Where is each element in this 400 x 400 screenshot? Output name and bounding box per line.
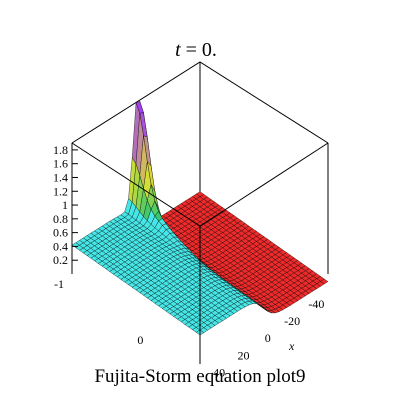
x-tick-label: 0 [265, 331, 271, 345]
z-tick-label: 0.2 [53, 253, 68, 267]
z-tick-label: 1.6 [53, 157, 68, 171]
y-tick-label: 0 [137, 333, 143, 347]
z-tick-label: 0.8 [53, 212, 68, 226]
x-tick-label: -20 [284, 314, 300, 328]
chart-title: t = 0. [175, 39, 217, 61]
x-tick-label: 40 [213, 365, 225, 379]
x-tick-label: 20 [237, 348, 249, 362]
surface-mesh [71, 100, 329, 336]
title-variable: t [175, 39, 181, 61]
y-tick-label: -1 [54, 277, 64, 291]
z-tick-label: 1.4 [53, 170, 68, 184]
z-tick-label: 1 [62, 198, 68, 212]
z-tick-label: 1.8 [53, 143, 68, 157]
z-tick-label: 1.2 [53, 184, 68, 198]
x-axis-label: x [288, 339, 295, 353]
x-tick-label: -40 [308, 297, 324, 311]
z-tick-label: 0.6 [53, 226, 68, 240]
title-value: = 0. [181, 39, 217, 61]
z-axis: 0.20.40.60.811.21.41.61.8 [53, 143, 78, 274]
figure-caption: Fujita-Storm equation plot9 [94, 366, 306, 387]
x-axis: -40 -20 0 20 40 x [213, 297, 324, 379]
z-tick-label: 0.4 [53, 239, 68, 253]
y-axis: -1 0 [54, 277, 143, 347]
